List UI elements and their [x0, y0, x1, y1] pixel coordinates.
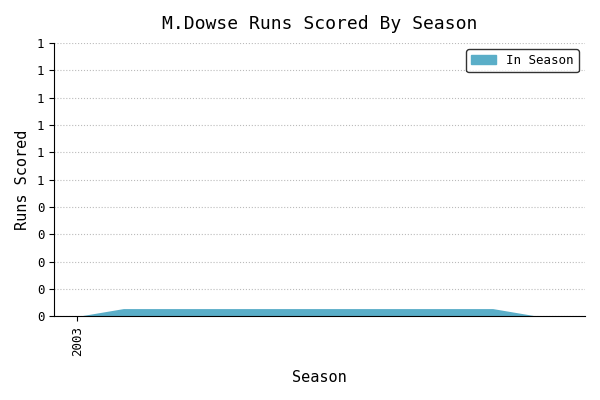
- Y-axis label: Runs Scored: Runs Scored: [15, 130, 30, 230]
- Legend: In Season: In Season: [466, 49, 579, 72]
- Title: M.Dowse Runs Scored By Season: M.Dowse Runs Scored By Season: [162, 15, 477, 33]
- X-axis label: Season: Season: [292, 370, 347, 385]
